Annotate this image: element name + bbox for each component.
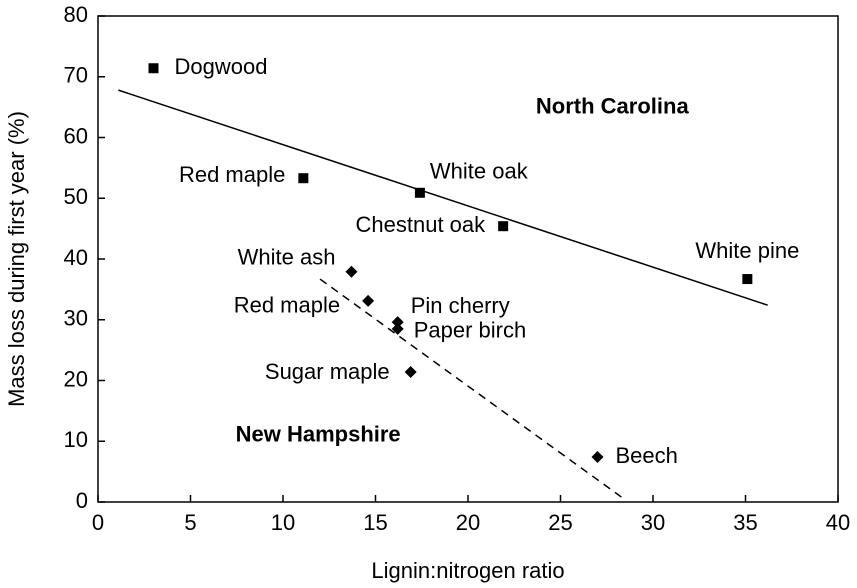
x-axis-label: Lignin:nitrogen ratio — [371, 558, 564, 583]
y-tick-label: 40 — [64, 245, 88, 270]
y-tick-label: 30 — [64, 306, 88, 331]
marker — [345, 265, 358, 278]
marker — [404, 365, 417, 378]
point-label: White ash — [238, 245, 336, 270]
y-tick-label: 0 — [76, 488, 88, 513]
marker — [148, 63, 159, 74]
y-tick-label: 60 — [64, 123, 88, 148]
x-tick-label: 0 — [92, 510, 104, 535]
y-tick-label: 10 — [64, 427, 88, 452]
y-axis-label: Mass loss during first year (%) — [4, 111, 29, 407]
point-label: Sugar maple — [265, 359, 390, 384]
x-tick-label: 25 — [548, 510, 572, 535]
point-label: Beech — [616, 443, 678, 468]
y-tick-label: 50 — [64, 184, 88, 209]
x-tick-label: 40 — [826, 510, 850, 535]
annotation: North Carolina — [536, 94, 690, 119]
x-tick-label: 30 — [641, 510, 665, 535]
point-label: Paper birch — [414, 318, 527, 343]
y-tick-label: 80 — [64, 2, 88, 27]
marker — [391, 316, 404, 329]
x-tick-label: 35 — [733, 510, 757, 535]
point-label: Red maple — [234, 293, 340, 318]
marker — [591, 451, 604, 464]
x-tick-label: 20 — [456, 510, 480, 535]
trend-line — [118, 89, 768, 306]
point-label: White oak — [430, 159, 529, 184]
marker — [498, 221, 509, 232]
x-tick-label: 10 — [271, 510, 295, 535]
point-label: Pin cherry — [411, 293, 510, 318]
x-tick-label: 5 — [184, 510, 196, 535]
y-tick-label: 20 — [64, 366, 88, 391]
marker — [362, 294, 375, 307]
point-label: White pine — [695, 238, 799, 263]
annotation: New Hampshire — [236, 422, 401, 447]
marker — [414, 187, 425, 198]
point-label: Dogwood — [175, 54, 268, 79]
marker — [298, 173, 309, 184]
point-label: Chestnut oak — [356, 212, 487, 237]
marker — [742, 274, 753, 285]
trend-line — [319, 278, 622, 498]
marker — [391, 322, 404, 335]
y-tick-label: 70 — [64, 63, 88, 88]
x-tick-label: 15 — [363, 510, 387, 535]
point-label: Red maple — [179, 162, 285, 187]
